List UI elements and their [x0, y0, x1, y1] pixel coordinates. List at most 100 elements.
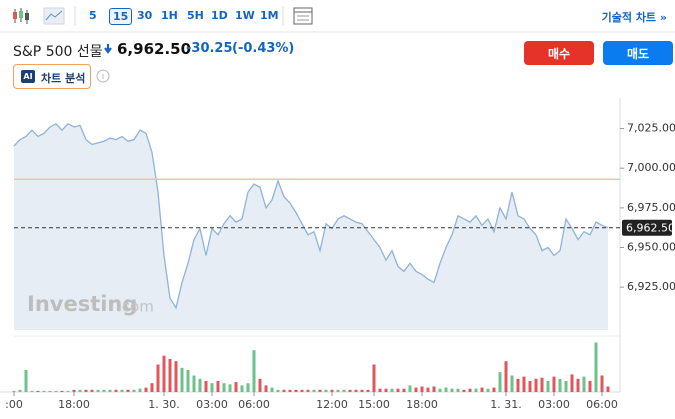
x-tick-label: 06:00 [586, 398, 618, 411]
volume-bar [240, 385, 244, 392]
volume-bar [450, 388, 454, 392]
volume-bar [216, 381, 220, 392]
watermark-brand: Investing [27, 292, 137, 316]
area-fill [14, 123, 608, 330]
volume-bar [456, 388, 460, 392]
volume-bar [396, 388, 400, 392]
volume-bar [54, 390, 58, 392]
y-tick-label: 6,925.00 [627, 280, 675, 293]
volume-bar [162, 355, 166, 392]
volume-bar [510, 375, 514, 392]
volume-bar [426, 387, 430, 392]
y-tick-label: 7,000.00 [627, 161, 675, 174]
volume-bar [258, 378, 262, 392]
volume-bar [468, 388, 472, 392]
volume-bar [60, 390, 64, 392]
volume-bar [330, 389, 334, 392]
volume-bar [420, 386, 424, 392]
volume-bar [582, 376, 586, 392]
volume-bar [156, 364, 160, 392]
volume-bar [504, 361, 508, 392]
volume-bar [486, 388, 490, 392]
area-icon[interactable] [43, 7, 65, 25]
volume-bar [318, 389, 322, 392]
technical-chart-link[interactable]: 기술적 차트 » [601, 11, 667, 24]
volume-bar [282, 389, 286, 392]
volume-bar [390, 388, 394, 392]
volume-bar [492, 387, 496, 392]
volume-bar [204, 381, 208, 392]
volume-bar [114, 389, 118, 392]
sell-button[interactable]: 매도 [603, 41, 673, 65]
volume-bar [144, 387, 148, 392]
volume-bar [360, 389, 364, 392]
last-price-box [622, 219, 672, 236]
price: 6,962.50 [117, 40, 192, 58]
layout-icon[interactable] [293, 7, 313, 25]
volume-bar [252, 350, 256, 392]
info-icon[interactable] [96, 69, 110, 83]
price-change: -30.25 [186, 41, 233, 56]
volume-bar [150, 383, 154, 392]
volume-bar [378, 388, 382, 392]
volume-bar [600, 375, 604, 392]
interval-button[interactable]: 1W [235, 9, 255, 22]
interval-button[interactable]: 1M [260, 9, 279, 22]
y-tick-label: 6,950.00 [627, 241, 675, 254]
x-tick-label: 18:00 [58, 398, 90, 411]
volume-bar [174, 361, 178, 392]
interval-button[interactable]: 5 [89, 9, 97, 22]
ai-analysis-button[interactable]: AI 차트 분석 [13, 64, 91, 89]
volume-bar [474, 388, 478, 392]
volume-bar [372, 364, 376, 392]
interval-button[interactable]: 1H [161, 9, 178, 22]
interval-button[interactable]: 30 [137, 9, 153, 22]
x-tick-label: 1. 30. [148, 398, 180, 411]
volume-bar [138, 388, 142, 392]
ai-label: 차트 분석 [41, 72, 86, 85]
volume-bar [72, 389, 76, 392]
volume-bar [192, 375, 196, 392]
x-tick-label: 18:00 [406, 398, 438, 411]
volume-bar [576, 378, 580, 392]
volume-bar [102, 389, 106, 392]
price-line [13, 122, 609, 310]
volume-bar [210, 383, 214, 392]
volume-bar [534, 378, 538, 392]
volume-bar [606, 386, 610, 392]
volume-bar [36, 390, 40, 392]
volume-bar [126, 389, 130, 392]
volume-bar [96, 389, 100, 392]
last-price-label: 6,962.50 [626, 222, 675, 235]
instrument-name: S&P 500 선물 [13, 44, 103, 60]
interval-button[interactable]: 15 [109, 8, 133, 25]
volume-bar [312, 389, 316, 392]
volume-bar [18, 389, 22, 392]
volume-bar [414, 387, 418, 392]
candle-icon[interactable] [13, 8, 29, 24]
volume-bar [408, 385, 412, 392]
interval-button[interactable]: 1D [211, 9, 228, 22]
x-tick-label: 03:00 [196, 398, 228, 411]
buy-button[interactable]: 매수 [524, 41, 594, 65]
volume-bar [540, 377, 544, 392]
volume-bar [264, 385, 268, 392]
y-tick-label: 6,975.00 [627, 201, 675, 214]
volume-bar [228, 384, 232, 392]
volume-bar [438, 388, 442, 392]
volume-bar [42, 390, 46, 392]
volume-bar [180, 367, 184, 392]
interval-button[interactable]: 5H [187, 9, 204, 22]
y-tick-label: 7,025.00 [627, 122, 675, 135]
volume-bar [552, 376, 556, 392]
watermark-suffix: .com [117, 298, 154, 316]
x-tick-label: 15:00 [358, 398, 390, 411]
volume-bar [432, 386, 436, 392]
volume-bar [24, 370, 28, 392]
volume-bar [570, 374, 574, 392]
volume-bar [336, 389, 340, 392]
volume-bar [462, 389, 466, 392]
price-change-pct: (-0.43%) [232, 41, 295, 56]
volume-bar [78, 389, 82, 392]
